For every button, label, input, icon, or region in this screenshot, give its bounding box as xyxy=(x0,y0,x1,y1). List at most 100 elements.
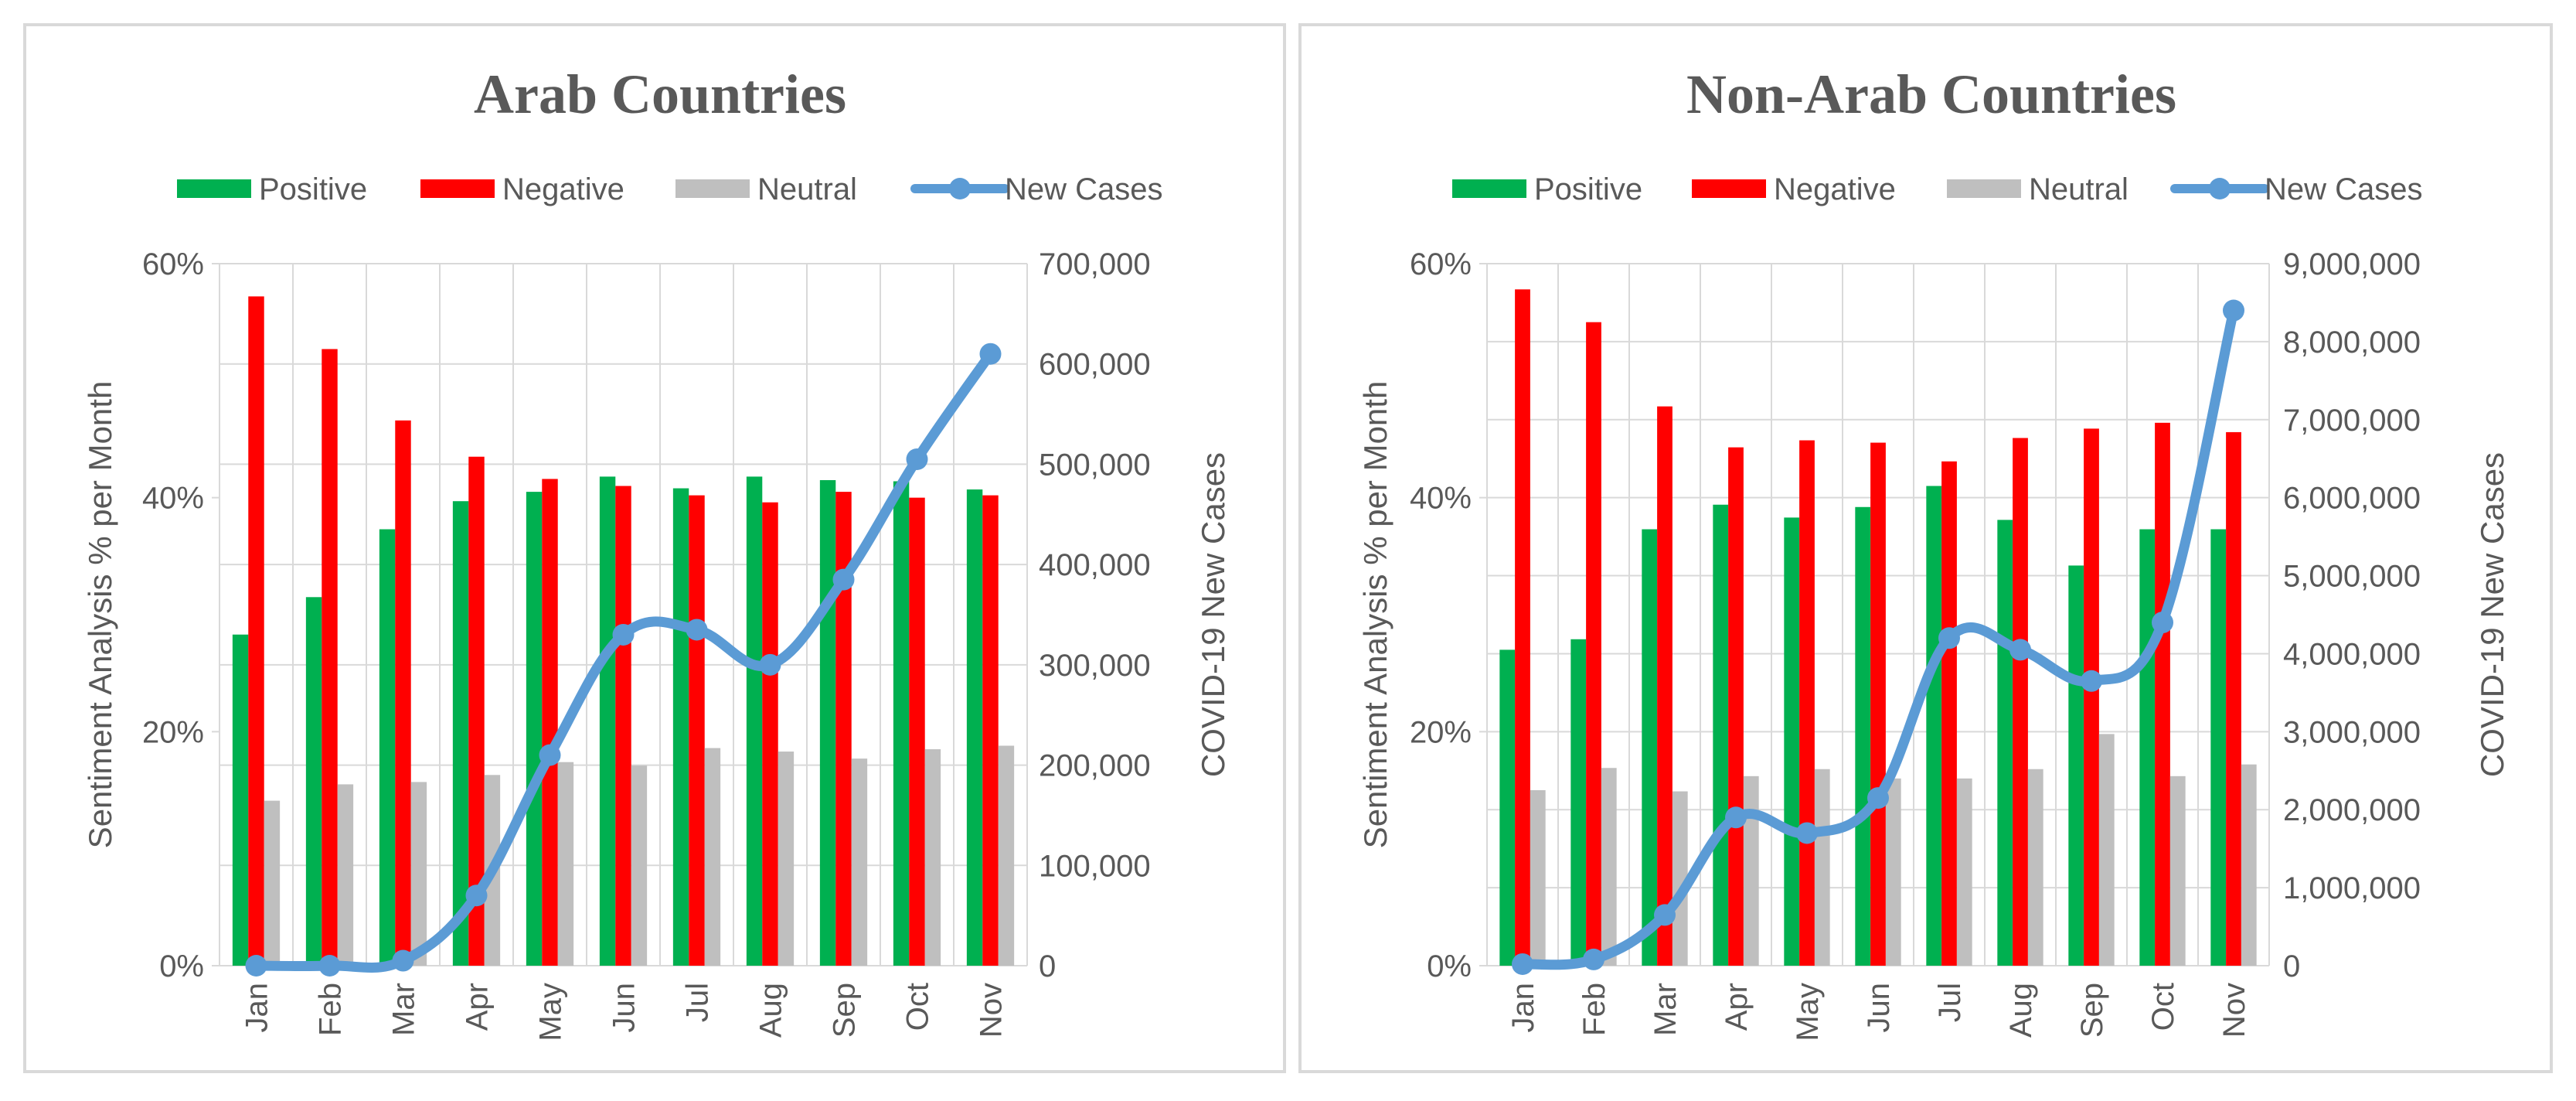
bar-neutral-jun xyxy=(1885,778,1901,966)
bar-negative-jan xyxy=(248,296,264,966)
y2-tick-label: 9,000,000 xyxy=(2283,247,2421,281)
bar-negative-may xyxy=(542,479,558,966)
bar-positive-jan xyxy=(1499,649,1516,966)
bar-neutral-mar xyxy=(410,782,427,966)
new-cases-point-oct xyxy=(906,448,928,470)
y2-tick-label: 600,000 xyxy=(1039,348,1151,382)
y-tick-label: 0% xyxy=(1427,949,1472,983)
bar-negative-feb xyxy=(1586,322,1601,966)
x-tick-label-oct: Oct xyxy=(2146,983,2180,1031)
bar-neutral-mar xyxy=(1672,791,1688,966)
new-cases-point-may xyxy=(539,744,561,766)
bar-negative-oct xyxy=(2155,422,2170,966)
x-tick-label-apr: Apr xyxy=(1720,983,1754,1031)
y2-tick-label: 7,000,000 xyxy=(2283,404,2421,438)
x-tick-label-jul: Jul xyxy=(681,983,715,1022)
bar-neutral-aug xyxy=(2027,769,2043,966)
bar-positive-aug xyxy=(746,476,763,966)
new-cases-point-jun xyxy=(612,623,635,646)
bar-negative-sep xyxy=(835,492,852,966)
y-tick-label: 20% xyxy=(1410,715,1472,749)
legend-label-neutral: Neutral xyxy=(2029,172,2129,206)
x-tick-label-jan: Jan xyxy=(1506,983,1540,1033)
bar-neutral-may xyxy=(1814,769,1830,966)
bar-positive-oct xyxy=(893,481,910,966)
bar-positive-feb xyxy=(305,597,322,966)
legend-swatch-positive xyxy=(177,179,251,198)
bar-negative-jun xyxy=(1870,442,1886,966)
new-cases-point-feb xyxy=(318,955,341,977)
new-cases-point-jul xyxy=(686,619,708,641)
new-cases-point-mar xyxy=(1654,904,1676,926)
x-tick-label-feb: Feb xyxy=(1577,983,1611,1036)
y2-tick-label: 8,000,000 xyxy=(2283,326,2421,360)
new-cases-point-apr xyxy=(1725,806,1747,829)
x-tick-label-mar: Mar xyxy=(387,983,421,1036)
y-tick-label: 40% xyxy=(142,482,204,516)
bar-neutral-sep xyxy=(2098,734,2115,966)
non-arab-countries-chart-panel: Non-Arab Countries Positive Negative Neutra… xyxy=(1298,23,2553,1073)
bar-negative-jul xyxy=(689,495,705,966)
x-tick-label-nov: Nov xyxy=(2217,983,2251,1038)
y2-tick-label: 4,000,000 xyxy=(2283,637,2421,671)
bar-neutral-oct xyxy=(2169,775,2186,966)
y-tick-label: 20% xyxy=(142,715,204,749)
new-cases-point-sep xyxy=(2081,670,2102,692)
bar-neutral-nov xyxy=(998,745,1015,966)
bar-positive-apr xyxy=(452,501,469,966)
legend-swatch-positive xyxy=(1452,179,1526,198)
bar-positive-nov xyxy=(2210,529,2227,966)
legend-marker-new-cases xyxy=(2209,178,2231,199)
bar-negative-jun xyxy=(615,486,631,966)
new-cases-point-oct xyxy=(2152,612,2173,634)
y2-tick-label: 3,000,000 xyxy=(2283,715,2421,749)
new-cases-point-nov xyxy=(979,343,1002,365)
legend-marker-new-cases xyxy=(949,178,971,199)
arab-countries-chart-panel: Arab Countries Positive Negative Neutral New… xyxy=(23,23,1286,1073)
new-cases-point-mar xyxy=(392,949,414,972)
x-tick-label-mar: Mar xyxy=(1649,983,1683,1036)
legend-swatch-negative xyxy=(420,179,495,198)
x-tick-label-feb: Feb xyxy=(314,983,348,1036)
x-tick-label-apr: Apr xyxy=(461,983,495,1031)
chart-title: Arab Countries xyxy=(474,63,846,125)
new-cases-point-may xyxy=(1796,822,1818,844)
x-tick-label-oct: Oct xyxy=(901,983,935,1031)
y2-tick-label: 2,000,000 xyxy=(2283,793,2421,827)
y-tick-label: 60% xyxy=(142,247,204,281)
bar-neutral-nov xyxy=(2241,764,2257,966)
arab-countries-chart: Arab Countries Positive Negative Neutral New… xyxy=(82,63,1231,1041)
bar-positive-sep xyxy=(819,479,836,966)
bar-negative-jan xyxy=(1515,289,1530,966)
bar-neutral-sep xyxy=(851,758,868,966)
new-cases-point-aug xyxy=(2009,639,2031,661)
x-tick-label-jun: Jun xyxy=(607,983,641,1033)
y2-tick-label: 700,000 xyxy=(1039,247,1151,281)
bar-positive-oct xyxy=(2139,529,2156,966)
bar-positive-jun xyxy=(1855,506,1871,966)
bar-negative-aug xyxy=(762,502,778,966)
new-cases-point-aug xyxy=(759,653,781,676)
new-cases-point-sep xyxy=(832,568,855,591)
y2-tick-label: 0 xyxy=(1039,949,1056,983)
x-tick-label-nov: Nov xyxy=(975,983,1009,1038)
new-cases-point-nov xyxy=(2223,299,2244,322)
bar-positive-jan xyxy=(232,634,249,966)
y-tick-label: 60% xyxy=(1410,247,1472,281)
bar-neutral-feb xyxy=(1601,768,1617,966)
bar-neutral-aug xyxy=(778,752,795,966)
y2-tick-label: 100,000 xyxy=(1039,849,1151,883)
new-cases-point-jun xyxy=(1867,787,1889,810)
bar-positive-aug xyxy=(1997,520,2013,966)
legend-swatch-neutral xyxy=(1947,179,2021,198)
legend-label-neutral: Neutral xyxy=(757,172,857,206)
bar-positive-jul xyxy=(1926,486,1942,966)
y-tick-label: 40% xyxy=(1410,482,1472,516)
bar-negative-mar xyxy=(1657,406,1673,966)
bar-negative-apr xyxy=(1728,447,1744,966)
y2-axis-title: COVID-19 New Cases xyxy=(1195,452,1231,777)
y2-tick-label: 0 xyxy=(2283,949,2300,983)
bar-negative-nov xyxy=(2226,431,2241,966)
x-tick-label-jun: Jun xyxy=(1862,983,1896,1033)
x-tick-label-may: May xyxy=(534,983,568,1041)
